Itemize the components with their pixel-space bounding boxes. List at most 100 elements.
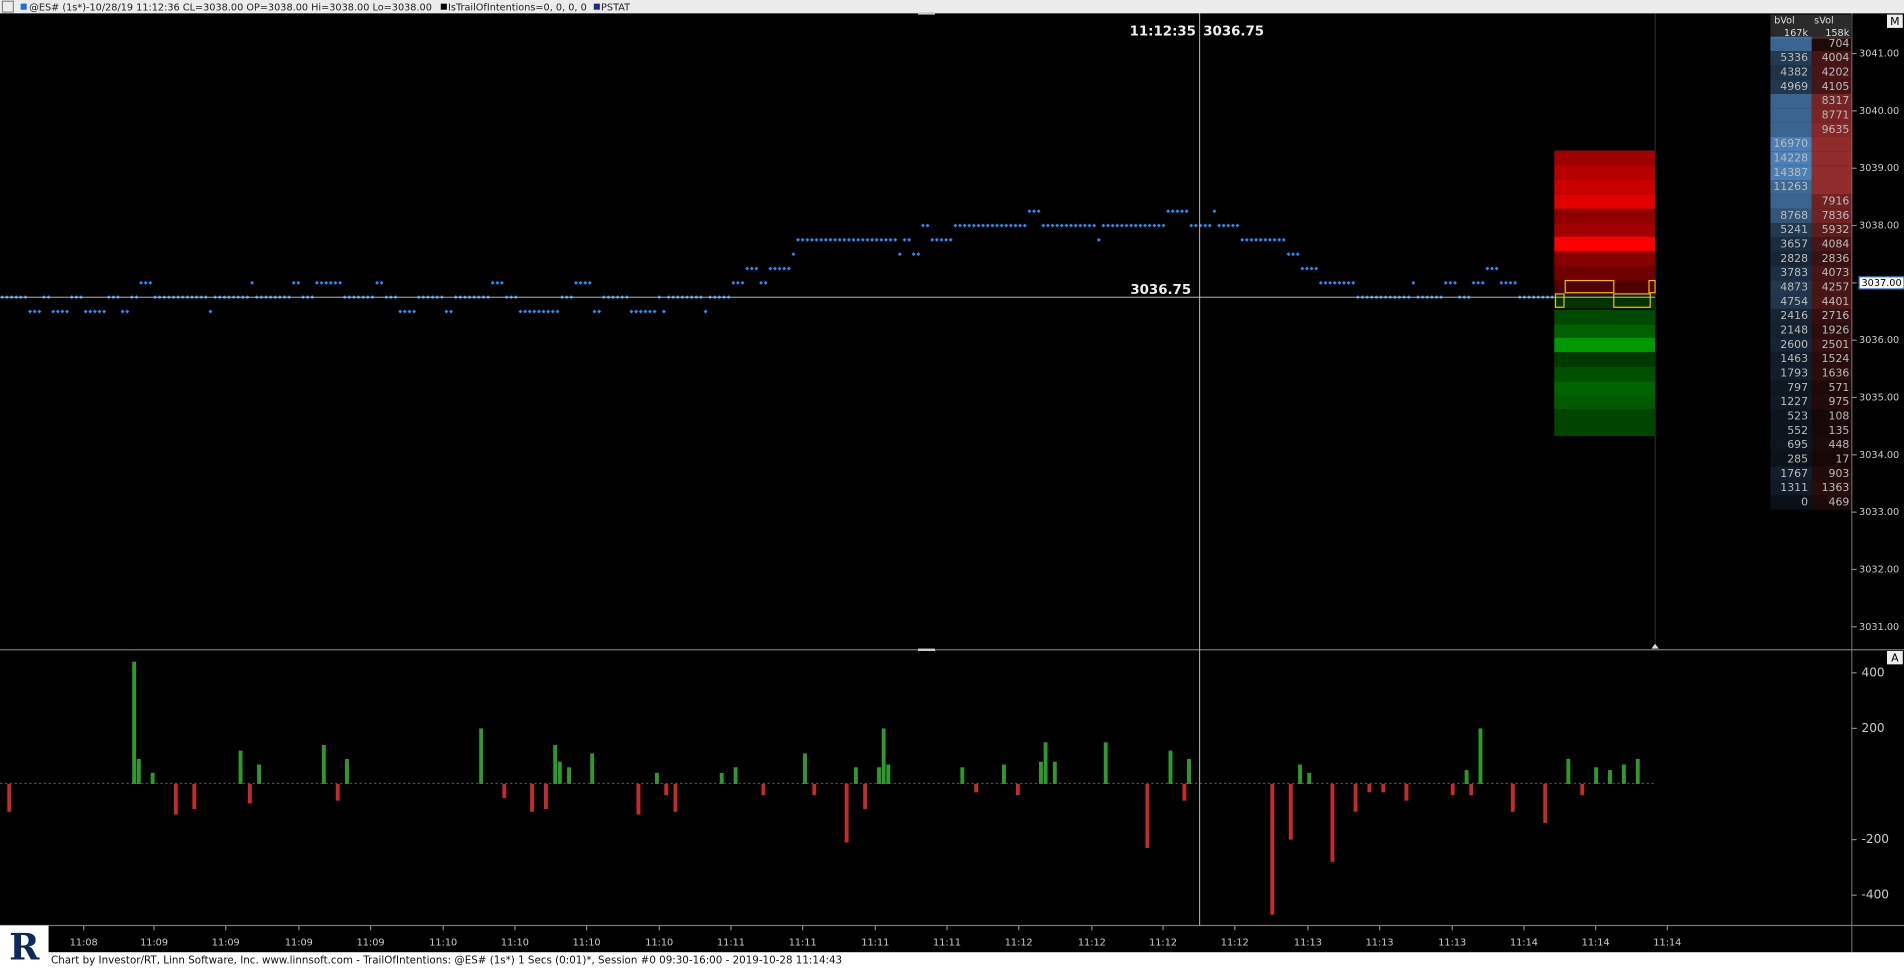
price-dot <box>786 266 791 271</box>
price-dot <box>398 309 403 314</box>
buy-volume: 11263 <box>1773 180 1808 193</box>
price-dot <box>1032 209 1036 214</box>
close-button[interactable] <box>1 0 14 13</box>
volume-bar <box>761 783 766 796</box>
price-dot <box>967 223 972 228</box>
sell-volume: 8317 <box>1822 94 1850 107</box>
volume-bar <box>557 761 562 784</box>
price-dot <box>1193 223 1198 228</box>
price-dot <box>1471 280 1476 285</box>
splitter-handle[interactable] <box>918 648 935 652</box>
price-dot <box>1092 223 1097 228</box>
price-dot <box>953 223 958 228</box>
panel-badge-bg[interactable] <box>1887 14 1903 28</box>
volume-bar <box>335 783 340 801</box>
sell-volume-cell <box>1811 265 1852 281</box>
price-dot <box>1078 223 1083 228</box>
buy-volume-cell <box>1770 495 1812 510</box>
price-dot <box>407 309 412 314</box>
sell-volume: 108 <box>1829 409 1850 422</box>
price-dot <box>1008 223 1013 228</box>
sell-volume-cell <box>1811 452 1852 467</box>
buy-volume-cell <box>1770 237 1812 252</box>
ladder-header: bVol <box>1774 16 1795 27</box>
price-dot <box>65 309 70 314</box>
volume-bar <box>803 753 807 784</box>
price-dot <box>1050 223 1055 228</box>
x-tick-label: 11:12 <box>1221 937 1249 948</box>
price-dot <box>860 237 865 242</box>
sell-volume: 975 <box>1829 395 1850 408</box>
volume-bar <box>150 772 155 784</box>
buy-volume-cell <box>1770 409 1812 424</box>
price-dot <box>925 223 930 228</box>
price-dot <box>139 280 144 285</box>
crosshair-time: 11:12:35 <box>1130 25 1196 40</box>
price-dot <box>495 280 500 285</box>
sell-volume: 7916 <box>1822 194 1850 207</box>
volume-bar <box>321 745 326 784</box>
price-dot <box>879 237 884 242</box>
price-dot <box>754 266 759 271</box>
panel-badge-bg[interactable] <box>1887 651 1903 665</box>
volume-profile <box>1554 150 1656 437</box>
price-dot <box>314 280 319 285</box>
price-dot <box>870 237 875 242</box>
sell-volume: 135 <box>1829 424 1850 437</box>
logo: R <box>9 925 40 968</box>
header-pstat[interactable]: PSTAT <box>601 2 630 13</box>
splitter-handle[interactable] <box>918 12 935 15</box>
buy-volume: 1227 <box>1780 395 1808 408</box>
volume-bar <box>1298 764 1302 784</box>
price-dot <box>1254 237 1259 242</box>
panel-badge[interactable]: A <box>1891 651 1899 664</box>
price-dot <box>1281 237 1286 242</box>
price-dot <box>1443 280 1448 285</box>
price-dot <box>1323 280 1328 285</box>
volume-bar <box>530 783 534 812</box>
price-dot <box>1221 223 1226 228</box>
y-tick-label: 3034.00 <box>1859 450 1899 461</box>
header-symbol[interactable]: @ES# (1s*)-10/28/19 11:12:36 CL=3038.00 … <box>29 2 432 13</box>
sell-volume-cell <box>1811 51 1852 66</box>
price-dot <box>88 309 93 314</box>
price-dot <box>777 266 782 271</box>
volume-bar <box>1043 742 1048 784</box>
header-study[interactable]: IsTrailOfIntentions=0, 0, 0, 0 <box>448 2 587 13</box>
price-dot <box>1018 223 1023 228</box>
volume-bar <box>812 783 817 796</box>
price-dot <box>930 237 935 242</box>
price-dot <box>592 309 597 314</box>
volume-bar <box>1367 783 1372 793</box>
buy-volume-cell <box>1770 65 1812 80</box>
price-dot <box>1513 280 1518 285</box>
price-dot <box>402 309 407 314</box>
price-dot <box>768 266 773 271</box>
price-dot <box>819 237 824 242</box>
sell-volume: 4004 <box>1822 51 1850 64</box>
price-dot <box>856 237 861 242</box>
crosshair-price-tag: 3036.75 <box>1130 283 1191 298</box>
buy-volume-cell <box>1770 452 1812 467</box>
price-dot <box>1263 237 1268 242</box>
y-tick-label: 3040.00 <box>1859 106 1899 117</box>
price-dot <box>1115 223 1120 228</box>
price-dot <box>1503 280 1508 285</box>
price-dot <box>1119 223 1124 228</box>
volume-bar <box>1187 758 1191 784</box>
price-dot <box>574 280 578 285</box>
price-dot <box>1207 223 1212 228</box>
y-tick-label: 3038.00 <box>1859 221 1899 232</box>
price-dot <box>541 309 546 314</box>
price-dot <box>1096 237 1101 242</box>
sell-volume: 4202 <box>1822 66 1850 79</box>
price-dot <box>837 237 842 242</box>
buy-volume: 3783 <box>1780 266 1808 279</box>
panel-badge[interactable]: M <box>1890 15 1899 28</box>
volume-bar <box>1608 770 1612 784</box>
price-dot <box>661 309 666 314</box>
price-dot <box>745 266 750 271</box>
ladder-header: sVol <box>1814 16 1834 27</box>
volume-bar <box>136 758 141 784</box>
